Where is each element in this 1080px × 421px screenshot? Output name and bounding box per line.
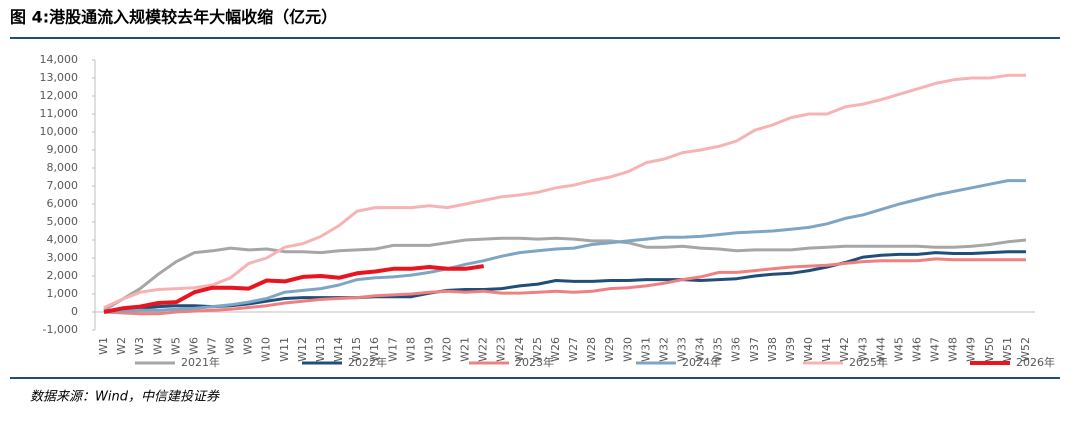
x-tick-label: W44 [874,337,887,362]
legend-label: 2026年 [1016,355,1055,369]
y-tick-label: 14,000 [40,53,79,66]
series-line [103,73,1026,309]
y-tick-label: 12,000 [40,89,79,102]
x-tick-label: W19 [422,337,435,362]
x-tick-label: W6 [187,337,200,355]
legend-label: 2024年 [682,355,721,369]
x-tick-label: W26 [549,337,562,362]
x-tick-label: W30 [621,337,634,362]
y-tick-label: 2,000 [47,269,79,282]
x-tick-label: W40 [802,337,815,362]
y-tick-label: 11,000 [40,107,79,120]
x-tick-label: W36 [730,337,743,362]
y-tick-label: 1,000 [47,287,79,300]
x-tick-label: W11 [278,337,291,362]
x-tick-label: W3 [133,337,146,355]
x-tick-label: W31 [639,337,652,362]
x-tick-label: W46 [911,337,924,362]
legend-label: 2021年 [181,355,220,369]
y-tick-label: 8,000 [47,161,79,174]
x-tick-label: W1 [97,337,110,355]
chart-title: 图 4:港股通流入规模较去年大幅收缩（亿元） [10,8,337,27]
x-tick-label: W24 [513,337,526,362]
x-tick-label: W2 [115,337,128,355]
series-line [103,264,484,314]
x-tick-label: W37 [748,337,761,362]
x-tick-label: W5 [169,337,182,355]
y-tick-label: 10,000 [40,125,79,138]
x-tick-label: W29 [603,337,616,362]
x-tick-label: W17 [386,337,399,362]
x-tick-label: W43 [856,337,869,362]
y-tick-label: 4,000 [47,233,79,246]
x-tick-label: W20 [441,337,454,362]
x-tick-label: W33 [676,337,689,362]
x-tick-label: W12 [296,337,309,362]
x-tick-label: W38 [766,337,779,362]
y-tick-label: 6,000 [47,197,79,210]
x-tick-label: W27 [567,337,580,362]
series-line [103,236,1027,312]
x-tick-label: W45 [892,337,905,362]
legend-label: 2025年 [849,355,888,369]
x-tick-label: W41 [820,337,833,362]
series-line [103,257,1026,316]
x-tick-label: W4 [151,337,164,355]
x-tick-label: W14 [332,337,345,362]
legend-label: 2022年 [348,355,387,369]
x-tick-label: W15 [350,337,363,362]
x-tick-label: W28 [585,337,598,362]
series-line [103,179,1026,314]
x-tick-label: W32 [657,337,670,362]
x-tick-label: W35 [712,337,725,362]
x-tick-label: W51 [1001,337,1014,362]
x-tick-label: W16 [368,337,381,362]
x-tick-label: W52 [1019,337,1032,362]
x-tick-label: W7 [206,337,219,355]
x-tick-label: W48 [947,337,960,362]
x-tick-label: W9 [242,337,255,355]
y-tick-label: 3,000 [47,251,79,264]
x-tick-label: W42 [838,337,851,362]
y-tick-label: 7,000 [47,179,79,192]
x-tick-label: W49 [965,337,978,362]
x-tick-label: W10 [260,337,273,362]
source-note: 数据来源：Wind，中信建投证券 [30,390,220,405]
x-tick-label: W25 [531,337,544,362]
x-tick-label: W34 [694,337,707,362]
x-tick-label: W8 [224,337,237,355]
x-tick-label: W47 [929,337,942,362]
x-tick-label: W39 [784,337,797,362]
y-tick-label: 5,000 [47,215,79,228]
y-tick-label: 9,000 [47,143,79,156]
x-tick-label: W13 [314,337,327,362]
y-tick-label: 13,000 [40,71,79,84]
x-tick-label: W21 [459,337,472,362]
y-tick-label: 0 [71,305,78,318]
legend-label: 2023年 [515,355,554,369]
x-tick-label: W18 [404,337,417,362]
x-tick-label: W50 [983,337,996,362]
y-tick-label: -1,000 [43,323,78,336]
series-line [103,250,1026,314]
x-tick-label: W23 [495,337,508,362]
x-tick-label: W22 [477,337,490,362]
